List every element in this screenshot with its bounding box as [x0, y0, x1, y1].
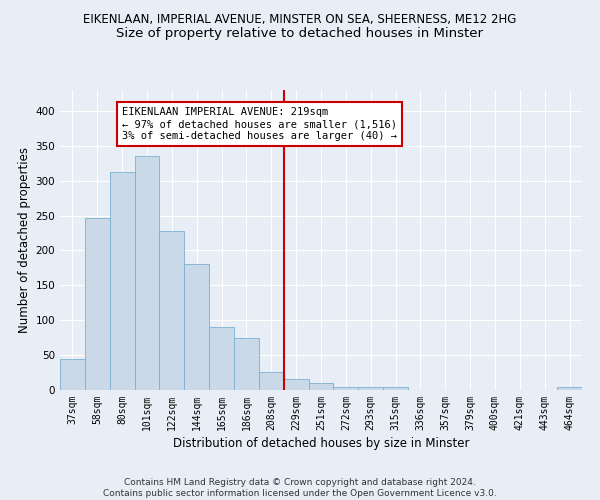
Bar — [110, 172, 134, 390]
Text: EIKENLAAN IMPERIAL AVENUE: 219sqm
← 97% of detached houses are smaller (1,516)
3: EIKENLAAN IMPERIAL AVENUE: 219sqm ← 97% … — [122, 108, 397, 140]
Bar — [259, 372, 284, 390]
Y-axis label: Number of detached properties: Number of detached properties — [18, 147, 31, 333]
Bar — [334, 386, 358, 390]
Bar — [85, 218, 110, 390]
Bar — [134, 156, 160, 390]
Bar — [557, 387, 582, 390]
Bar — [234, 338, 259, 390]
Bar — [358, 386, 383, 390]
Text: Size of property relative to detached houses in Minster: Size of property relative to detached ho… — [116, 28, 484, 40]
Bar — [60, 360, 85, 390]
X-axis label: Distribution of detached houses by size in Minster: Distribution of detached houses by size … — [173, 437, 469, 450]
Bar — [209, 326, 234, 390]
Bar — [284, 379, 308, 390]
Bar — [184, 264, 209, 390]
Bar — [160, 231, 184, 390]
Text: Contains HM Land Registry data © Crown copyright and database right 2024.
Contai: Contains HM Land Registry data © Crown c… — [103, 478, 497, 498]
Bar — [383, 387, 408, 390]
Bar — [308, 383, 334, 390]
Text: EIKENLAAN, IMPERIAL AVENUE, MINSTER ON SEA, SHEERNESS, ME12 2HG: EIKENLAAN, IMPERIAL AVENUE, MINSTER ON S… — [83, 12, 517, 26]
